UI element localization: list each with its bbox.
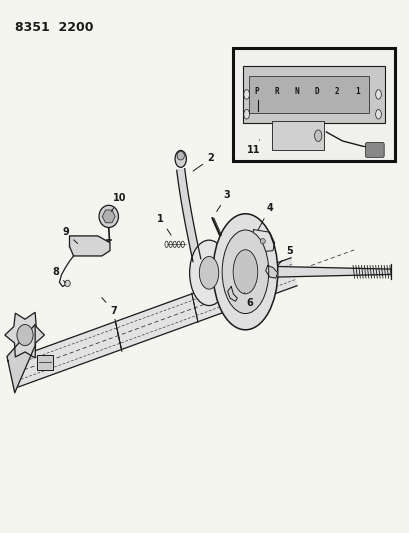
Text: 1: 1 bbox=[354, 87, 359, 96]
Ellipse shape bbox=[233, 250, 257, 294]
FancyBboxPatch shape bbox=[249, 76, 368, 112]
FancyBboxPatch shape bbox=[271, 122, 324, 150]
Polygon shape bbox=[227, 287, 237, 301]
Ellipse shape bbox=[177, 151, 184, 160]
Ellipse shape bbox=[243, 109, 249, 119]
Polygon shape bbox=[7, 325, 35, 393]
FancyBboxPatch shape bbox=[365, 142, 383, 157]
Ellipse shape bbox=[65, 280, 70, 287]
Polygon shape bbox=[265, 265, 277, 278]
Ellipse shape bbox=[222, 230, 268, 313]
FancyBboxPatch shape bbox=[37, 355, 52, 370]
Text: 6: 6 bbox=[244, 293, 252, 309]
Ellipse shape bbox=[17, 325, 33, 345]
Text: 8: 8 bbox=[52, 267, 65, 283]
Polygon shape bbox=[277, 266, 390, 277]
Text: 9: 9 bbox=[62, 227, 77, 244]
Polygon shape bbox=[102, 210, 115, 223]
Text: 10: 10 bbox=[111, 193, 126, 212]
Text: P: P bbox=[254, 87, 258, 96]
Ellipse shape bbox=[99, 205, 118, 228]
Polygon shape bbox=[8, 258, 296, 389]
Text: 4: 4 bbox=[258, 204, 272, 230]
Polygon shape bbox=[70, 236, 110, 256]
Text: R: R bbox=[274, 87, 279, 96]
Ellipse shape bbox=[260, 239, 265, 244]
Ellipse shape bbox=[175, 150, 186, 167]
FancyBboxPatch shape bbox=[233, 47, 394, 161]
Ellipse shape bbox=[213, 214, 277, 330]
Ellipse shape bbox=[199, 256, 218, 289]
Polygon shape bbox=[5, 312, 44, 358]
Ellipse shape bbox=[375, 90, 380, 99]
Ellipse shape bbox=[375, 109, 380, 119]
Text: 11: 11 bbox=[246, 140, 260, 156]
Text: 7: 7 bbox=[101, 297, 117, 316]
Text: 5: 5 bbox=[277, 246, 292, 266]
Polygon shape bbox=[251, 230, 274, 252]
Text: 2: 2 bbox=[334, 87, 339, 96]
Text: 3: 3 bbox=[216, 190, 230, 212]
Ellipse shape bbox=[243, 90, 249, 99]
Text: N: N bbox=[294, 87, 299, 96]
Text: 8351  2200: 8351 2200 bbox=[15, 21, 93, 34]
Ellipse shape bbox=[189, 240, 228, 305]
FancyBboxPatch shape bbox=[243, 66, 384, 123]
Text: D: D bbox=[314, 87, 319, 96]
Text: 1: 1 bbox=[157, 214, 171, 235]
Ellipse shape bbox=[314, 130, 321, 141]
Polygon shape bbox=[176, 168, 200, 262]
Text: 2: 2 bbox=[193, 154, 214, 171]
